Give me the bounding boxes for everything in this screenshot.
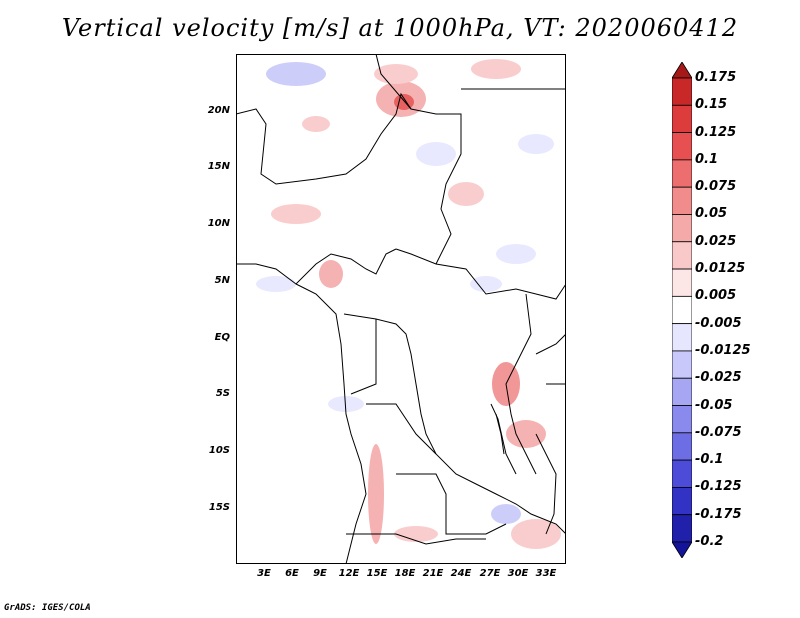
lat-tick: 5S (215, 388, 230, 399)
lon-tick: 33E (535, 568, 557, 579)
colorbar-label: 0.175 (695, 70, 737, 85)
colorbar-label: 0.15 (695, 97, 728, 113)
colorbar-segment (672, 377, 692, 406)
colorbar-label: -0.0125 (695, 342, 751, 358)
lon-tick: 30E (507, 568, 529, 579)
colorbar-label: -0.175 (695, 506, 742, 522)
colorbar-segment (672, 214, 692, 243)
velocity-field (256, 59, 561, 549)
colorbar-label: -0.05 (695, 397, 733, 413)
colorbar-segment (672, 268, 692, 297)
colorbar-segment (672, 487, 692, 516)
colorbar-label: 0.05 (695, 206, 728, 222)
colorbar (672, 62, 692, 558)
lon-tick: 24E (450, 568, 472, 579)
colorbar-segment (672, 323, 692, 352)
colorbar-segment (672, 514, 692, 543)
lat-tick: 10S (208, 445, 230, 456)
lon-tick: 9E (313, 568, 327, 579)
lon-tick: 21E (422, 568, 444, 579)
map-title: Vertical velocity [m/s] at 1000hPa, VT: … (61, 14, 739, 42)
colorbar-label: 0.025 (695, 233, 737, 249)
colorbar-label: -0.1 (695, 452, 724, 468)
colorbar-label: -0.2 (695, 534, 724, 549)
colorbar-segment (672, 295, 692, 325)
colorbar-label: -0.005 (695, 315, 742, 331)
colorbar-segment (672, 62, 692, 79)
colorbar-label: -0.125 (695, 479, 742, 495)
lat-tick: 5N (214, 275, 230, 286)
colorbar-label: 0.005 (695, 288, 737, 304)
lat-tick: 15N (207, 161, 230, 172)
colorbar-segment (672, 104, 692, 133)
colorbar-label: 0.075 (695, 179, 737, 195)
lon-tick: 27E (479, 568, 501, 579)
colorbar-segment (672, 405, 692, 434)
colorbar-label: -0.075 (695, 424, 742, 440)
lat-tick: 10N (207, 218, 230, 229)
lon-tick: 3E (257, 568, 271, 579)
colorbar-segment (672, 459, 692, 488)
colorbar-label: 0.0125 (695, 261, 746, 277)
colorbar-segment (672, 186, 692, 215)
lon-tick: 6E (285, 568, 299, 579)
colorbar-segment (672, 432, 692, 461)
colorbar-segment (672, 541, 692, 558)
colorbar-label: -0.025 (695, 370, 742, 386)
colorbar-segment (672, 132, 692, 161)
colorbar-label: 0.1 (695, 151, 719, 167)
lon-tick: 15E (366, 568, 388, 579)
lat-tick: EQ (214, 332, 230, 343)
map-plot (236, 54, 566, 564)
lon-tick: 12E (338, 568, 360, 579)
lat-tick: 20N (207, 105, 230, 116)
colorbar-segment (672, 159, 692, 188)
colorbar-label: 0.125 (695, 124, 737, 140)
lon-tick: 18E (394, 568, 416, 579)
colorbar-segment (672, 241, 692, 270)
colorbar-segment (672, 350, 692, 379)
coastlines-borders (236, 54, 566, 564)
lat-tick: 15S (208, 502, 230, 513)
footer-credit: GrADS: IGES/COLA (4, 603, 91, 613)
colorbar-segment (672, 77, 692, 106)
